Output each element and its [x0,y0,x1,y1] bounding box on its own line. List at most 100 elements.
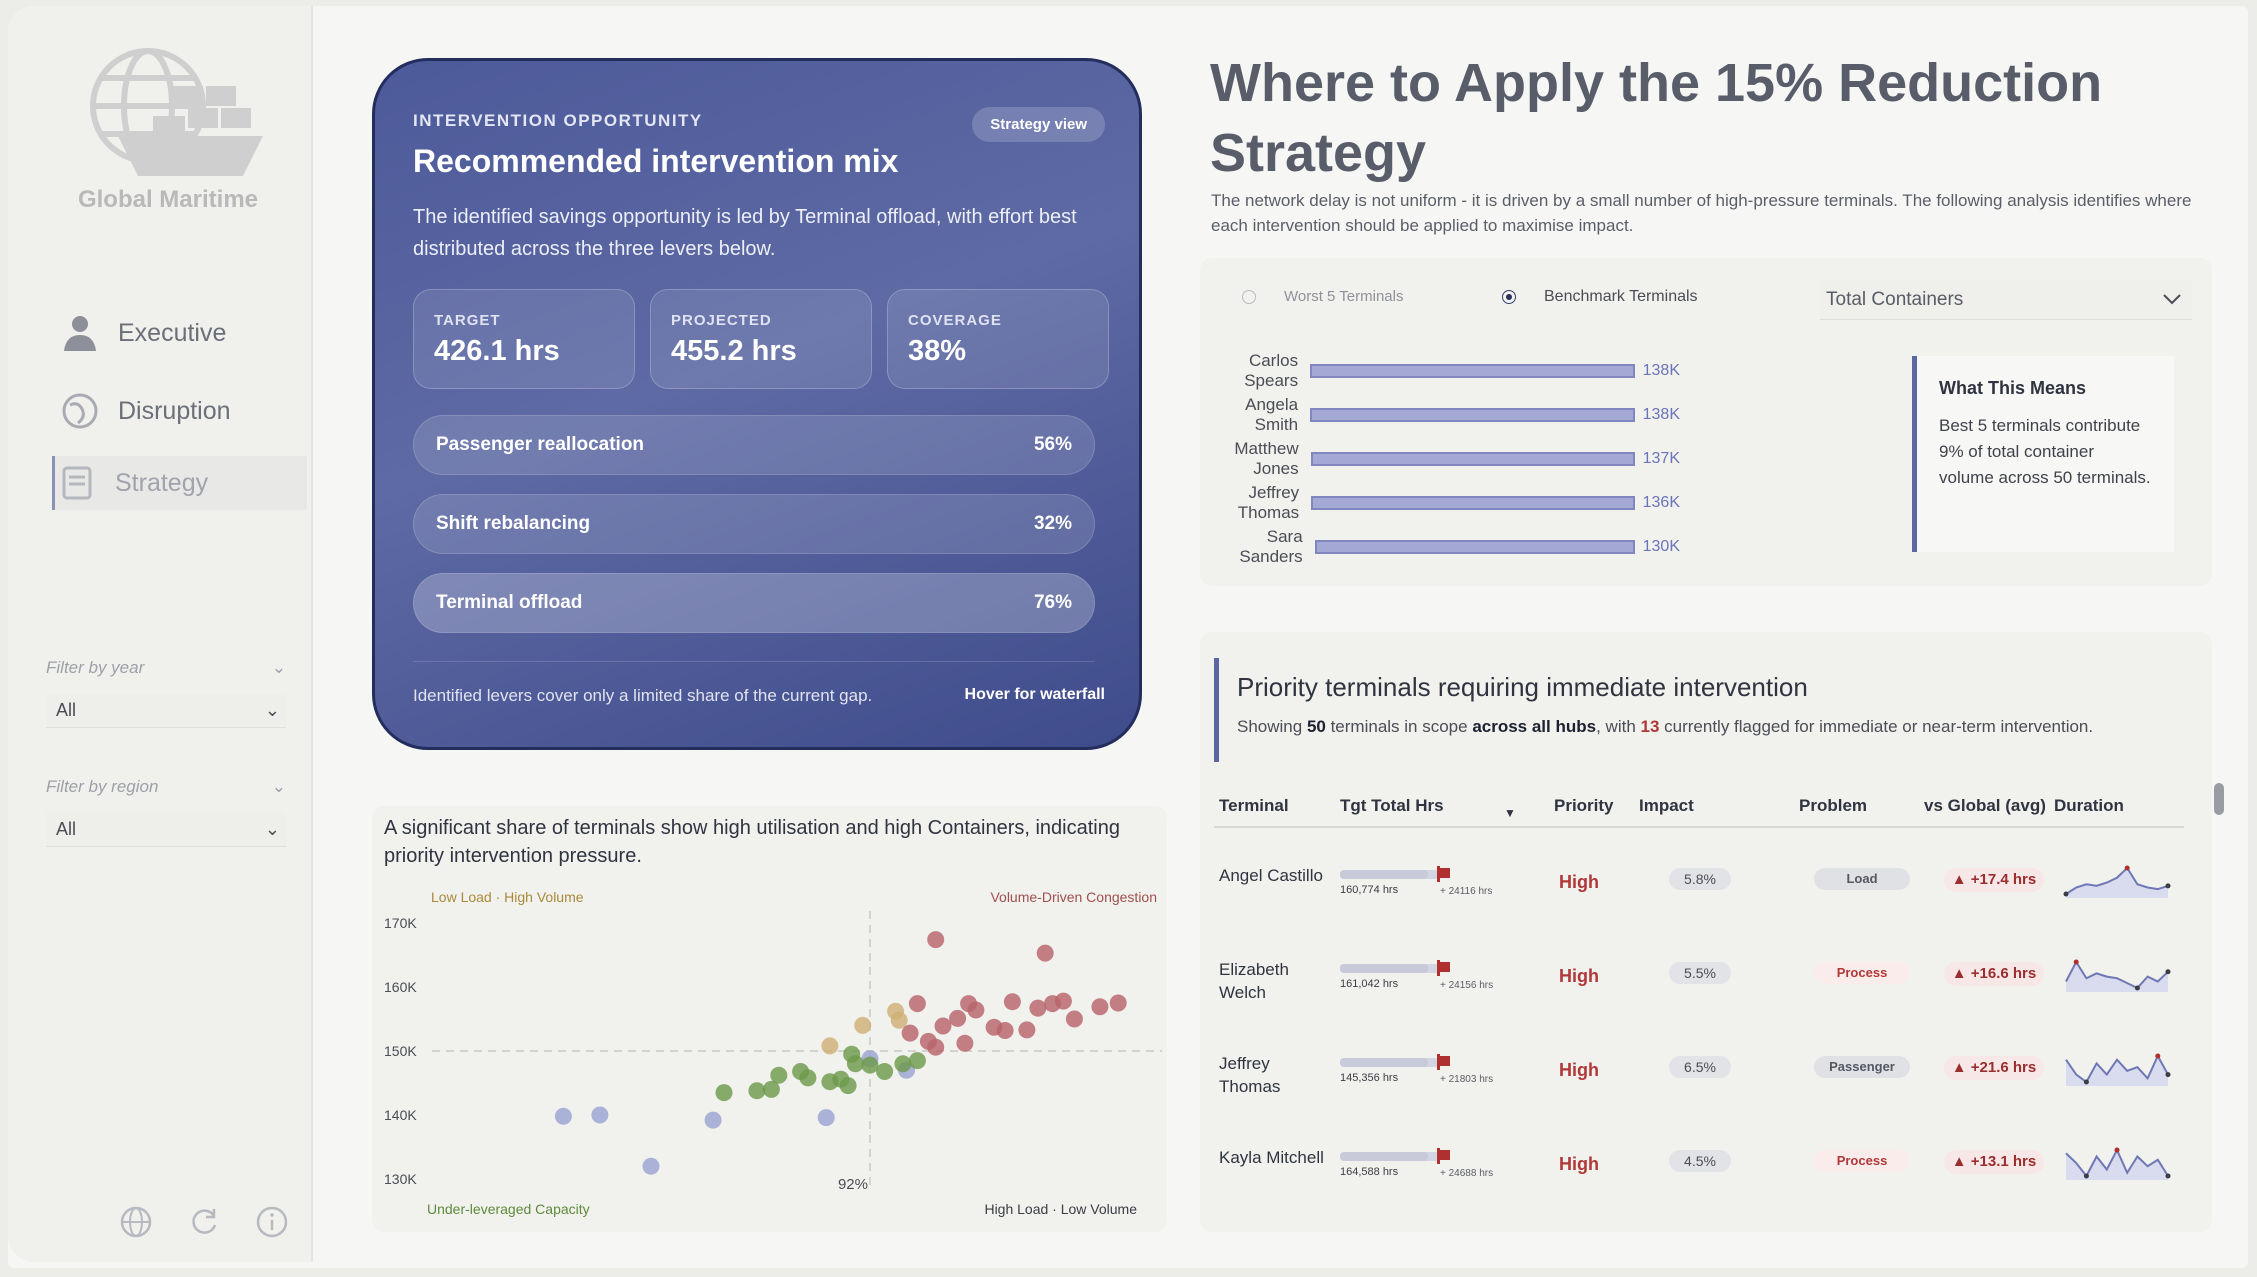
scatter-point[interactable] [839,1077,857,1095]
bar-row[interactable]: Jeffrey Thomas 136K [1200,483,1680,522]
col-tgt-hrs[interactable]: Tgt Total Hrs [1340,796,1444,815]
vs-global-pill: ▲ +13.1 hrs [1944,1150,2044,1174]
scatter-point[interactable] [908,995,926,1013]
scatter-point[interactable] [956,1034,974,1052]
hover-waterfall-link[interactable]: Hover for waterfall [964,686,1105,703]
table-scrollbar[interactable] [2214,783,2224,815]
scatter-point[interactable] [967,1001,985,1019]
sidebar-footer-icons [116,1202,292,1242]
chevron-down-icon[interactable]: ⌄ [271,658,286,677]
scatter-point[interactable] [821,1037,839,1055]
scatter-point[interactable] [890,1011,908,1029]
priority-panel: Priority terminals requiring immediate i… [1200,632,2212,1232]
col-duration[interactable]: Duration [2054,796,2124,815]
col-impact[interactable]: Impact [1639,796,1694,815]
scatter-point[interactable] [817,1109,835,1127]
region-filter-select[interactable]: All ⌄ [46,813,286,847]
sub-text: Showing [1237,717,1307,736]
vs-global-pill: ▲ +16.6 hrs [1944,962,2044,986]
table-row[interactable]: Kayla Mitchell 164,588 hrs + 24688 hrs High… [1214,1122,2184,1216]
bar-label: Jeffrey Thomas [1237,483,1300,522]
scatter-point[interactable] [854,1016,872,1034]
quadrant-label-top-right: Volume-Driven Congestion [990,889,1157,905]
nav-disruption[interactable]: Disruption [58,384,313,438]
kpi-value: 426.1 hrs [434,335,560,367]
scatter-point[interactable] [642,1157,660,1175]
brand-name: Global Maritime [77,186,259,213]
scatter-point[interactable] [927,1038,945,1056]
bar[interactable] [1310,408,1635,422]
chevron-down-icon[interactable]: ⌄ [271,777,286,796]
target-flag-icon [1438,1056,1450,1066]
col-priority[interactable]: Priority [1554,796,1614,815]
scatter-point[interactable] [770,1066,788,1084]
table-row[interactable]: Angel Castillo 160,774 hrs + 24116 hrs High… [1214,840,2184,934]
scatter-point[interactable] [554,1107,572,1125]
scatter-point[interactable] [1054,992,1072,1010]
lever-terminal-offload[interactable]: Terminal offload 76% [413,573,1095,633]
scatter-point[interactable] [894,1055,912,1073]
scatter-point[interactable] [934,1017,952,1035]
year-filter-select[interactable]: All ⌄ [46,694,286,728]
scatter-point[interactable] [949,1009,967,1027]
bar-row[interactable]: Carlos Spears 138K [1200,351,1680,390]
scatter-point[interactable] [1036,944,1054,962]
scatter-point[interactable] [799,1069,817,1087]
scatter-point[interactable] [908,1052,926,1070]
scatter-point[interactable] [1091,998,1109,1016]
nav-executive[interactable]: Executive [58,306,313,360]
bar-label: Matthew Jones [1234,439,1299,478]
terminal-name: Angel Castillo [1219,866,1323,885]
scatter-point[interactable] [996,1022,1014,1039]
vs-global-pill: ▲ +21.6 hrs [1944,1056,2044,1080]
scatter-point[interactable] [762,1080,780,1098]
metric-select[interactable]: Total Containers [1820,280,2192,320]
priority-badge: High [1559,966,1599,986]
strategy-view-button[interactable]: Strategy view [972,107,1105,142]
scatter-point[interactable] [927,931,945,949]
col-problem[interactable]: Problem [1799,796,1868,815]
scatter-point[interactable] [1018,1021,1036,1039]
scatter-point[interactable] [704,1111,722,1129]
info-icon[interactable] [252,1202,292,1242]
scatter-point[interactable] [591,1106,609,1124]
lever-passenger-reallocation[interactable]: Passenger reallocation 56% [413,415,1095,475]
table-row[interactable]: Elizabeth Welch 161,042 hrs + 24156 hrs Hig… [1214,934,2184,1028]
radio-benchmark[interactable]: Benchmark Terminals [1502,288,1698,306]
bar[interactable] [1310,364,1635,378]
bar[interactable] [1314,540,1635,554]
sparkline-marker [2083,1079,2089,1085]
scatter-panel: A significant share of terminals show hi… [372,806,1167,1232]
scatter-point[interactable] [876,1063,894,1080]
bar[interactable] [1310,452,1635,466]
scatter-point[interactable] [861,1056,879,1074]
scatter-point[interactable] [843,1045,861,1063]
priority-badge: High [1559,872,1599,892]
scatter-point[interactable] [1065,1010,1083,1028]
target-hrs-value: 161,042 hrs [1340,978,1399,990]
priority-subtitle: Showing 50 terminals in scope across all… [1237,717,2176,737]
scatter-point[interactable] [1109,994,1127,1012]
radio-worst-5[interactable]: Worst 5 Terminals [1242,288,1403,305]
col-vs-global[interactable]: vs Global (avg) [1924,796,2046,815]
target-hrs-value: 160,774 hrs [1340,884,1399,896]
scatter-point[interactable] [901,1024,919,1042]
scatter-point[interactable] [748,1082,766,1100]
bar-row[interactable]: Sara Sanders 130K [1200,527,1680,566]
sort-desc-icon[interactable]: ▼ [1504,806,1516,820]
col-terminal[interactable]: Terminal [1219,796,1289,815]
scatter-point[interactable] [1029,999,1047,1017]
what-this-means-box: What This Means Best 5 terminals contrib… [1912,356,2174,552]
bar-row[interactable]: Angela Smith 138K [1200,395,1680,434]
lever-shift-rebalancing[interactable]: Shift rebalancing 32% [413,494,1095,554]
table-row[interactable]: Jeffrey Thomas 145,356 hrs + 21803 hrs High… [1214,1028,2184,1122]
nav-strategy[interactable]: Strategy [52,456,307,510]
globe-icon[interactable] [116,1202,156,1242]
bar[interactable] [1311,496,1635,510]
sparkline-marker [2114,1147,2120,1153]
refresh-icon[interactable] [184,1202,224,1242]
problem-pill: Process [1814,1150,1910,1172]
scatter-point[interactable] [1003,993,1021,1011]
bar-row[interactable]: Matthew Jones 137K [1200,439,1680,478]
scatter-point[interactable] [715,1084,733,1102]
